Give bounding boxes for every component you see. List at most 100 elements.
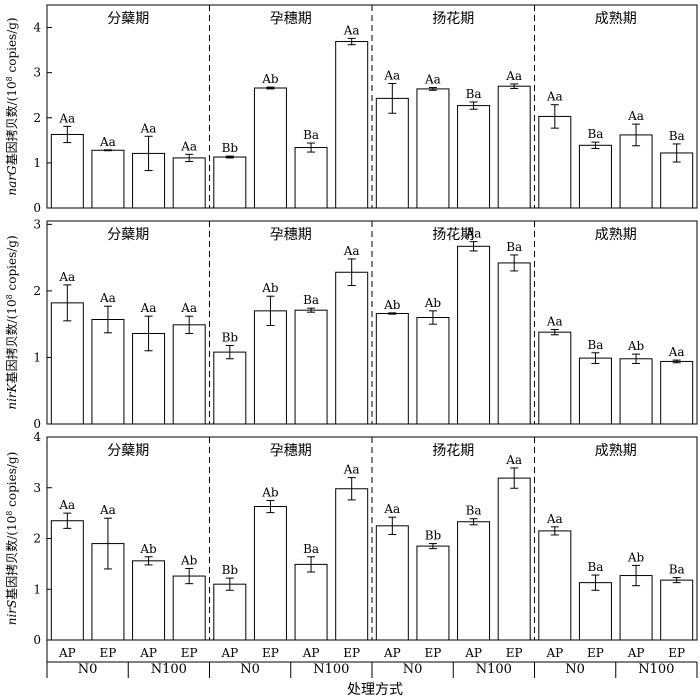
y-tick-label: 1	[33, 350, 41, 364]
significance-label: Aa	[140, 121, 157, 135]
significance-label: Ab	[383, 298, 401, 312]
significance-label: Ba	[303, 542, 319, 556]
bar	[253, 87, 287, 209]
y-tick-label: 3	[33, 217, 41, 231]
y-tick-label: 3	[33, 481, 41, 495]
significance-label: Aa	[99, 503, 116, 517]
x-tick-label: EP	[262, 646, 279, 660]
significance-label: Aa	[627, 109, 644, 123]
bar	[335, 488, 369, 641]
stage-title: 分蘖期	[107, 11, 149, 27]
y-label-exponent: 8	[5, 511, 14, 516]
y-tick-label: 2	[33, 284, 41, 298]
bar	[416, 88, 450, 209]
x-tick-label: AP	[627, 646, 645, 660]
stage-title: 孕穗期	[270, 443, 312, 459]
nitrogen-group-label: N0	[565, 662, 585, 677]
significance-label: Bb	[425, 529, 442, 543]
significance-label: Ab	[180, 553, 198, 567]
x-tick-label: EP	[100, 646, 117, 660]
significance-label: Aa	[383, 68, 400, 82]
significance-label: Aa	[140, 301, 157, 315]
significance-label: Aa	[546, 512, 563, 526]
stage-title: 分蘖期	[107, 443, 149, 459]
y-tick-label: 4	[33, 430, 41, 444]
bar	[497, 85, 531, 209]
bar	[375, 525, 409, 641]
significance-label: Aa	[383, 502, 400, 516]
stage-title: 扬花期	[432, 227, 474, 243]
x-tick-label: AP	[220, 646, 238, 660]
bar	[50, 133, 84, 209]
bar	[578, 582, 612, 641]
significance-label: Bb	[222, 141, 239, 155]
significance-label: Ba	[669, 129, 685, 143]
y-axis-label: nirK基因拷贝数/(108 copies/g)	[4, 235, 19, 409]
significance-label: Ab	[627, 339, 645, 353]
y-label-gene: narG	[5, 165, 19, 196]
significance-label: Ab	[139, 542, 157, 556]
x-tick-label: EP	[506, 646, 523, 660]
significance-label: Aa	[546, 314, 563, 328]
nitrogen-group-label: N0	[403, 662, 423, 677]
y-label-exponent: 8	[5, 76, 14, 81]
panel-nirK: 分蘖期 孕穗期 扬花期 成熟期 0 1 2 3 nirK基因拷贝数/(108 copies/g)…	[4, 217, 698, 431]
significance-label: Aa	[546, 90, 563, 104]
x-tick-label: AP	[383, 646, 401, 660]
y-tick-label: 0	[33, 633, 41, 647]
bar	[50, 302, 84, 425]
bar	[660, 360, 694, 425]
nitrogen-group-label: N100	[638, 662, 674, 677]
bar	[416, 317, 450, 425]
nitrogen-group-label: N100	[476, 662, 512, 677]
bar	[578, 357, 612, 425]
bar	[457, 521, 491, 641]
bar	[416, 545, 450, 641]
y-tick-label: 1	[33, 582, 41, 596]
bar	[294, 309, 328, 425]
x-tick-label: AP	[58, 646, 76, 660]
stage-title: 分蘖期	[107, 227, 149, 243]
bar	[497, 262, 531, 425]
significance-label: Bb	[222, 563, 239, 577]
bar	[578, 144, 612, 209]
x-tick-label: AP	[545, 646, 563, 660]
stage-title: 扬花期	[432, 11, 474, 27]
stage-title: 成熟期	[595, 227, 637, 243]
significance-label: Aa	[58, 270, 75, 284]
bar	[213, 156, 247, 209]
bar	[91, 319, 125, 425]
y-label-unit: copies/g)	[5, 452, 19, 511]
bar	[457, 245, 491, 425]
bar	[497, 477, 531, 641]
bar	[457, 105, 491, 209]
significance-label: Ba	[587, 127, 603, 141]
significance-label: Ba	[303, 128, 319, 142]
bar	[132, 560, 166, 641]
significance-label: Aa	[465, 227, 482, 241]
bar	[253, 310, 287, 425]
significance-label: Aa	[505, 453, 522, 467]
bar	[172, 575, 206, 641]
significance-label: Aa	[343, 463, 360, 477]
significance-label: Aa	[99, 291, 116, 305]
bar	[619, 358, 653, 425]
x-axis-title: 处理方式	[347, 682, 403, 698]
x-tick-label: EP	[343, 646, 360, 660]
bar	[375, 97, 409, 209]
bar	[538, 530, 572, 641]
y-axis-label: nirS基因拷贝数/(108 copies/g)	[4, 452, 19, 626]
x-tick-label: EP	[668, 646, 685, 660]
x-tick-label: EP	[181, 646, 198, 660]
y-tick-label: 0	[33, 417, 41, 431]
bar	[660, 579, 694, 641]
bar	[335, 41, 369, 209]
y-label-text: 基因拷贝数/(10	[4, 299, 19, 383]
nitrogen-group-label: N100	[313, 662, 349, 677]
significance-label: Aa	[668, 345, 685, 359]
significance-label: Ab	[424, 296, 442, 310]
y-tick-label: 2	[33, 532, 41, 546]
significance-label: Ba	[466, 87, 482, 101]
